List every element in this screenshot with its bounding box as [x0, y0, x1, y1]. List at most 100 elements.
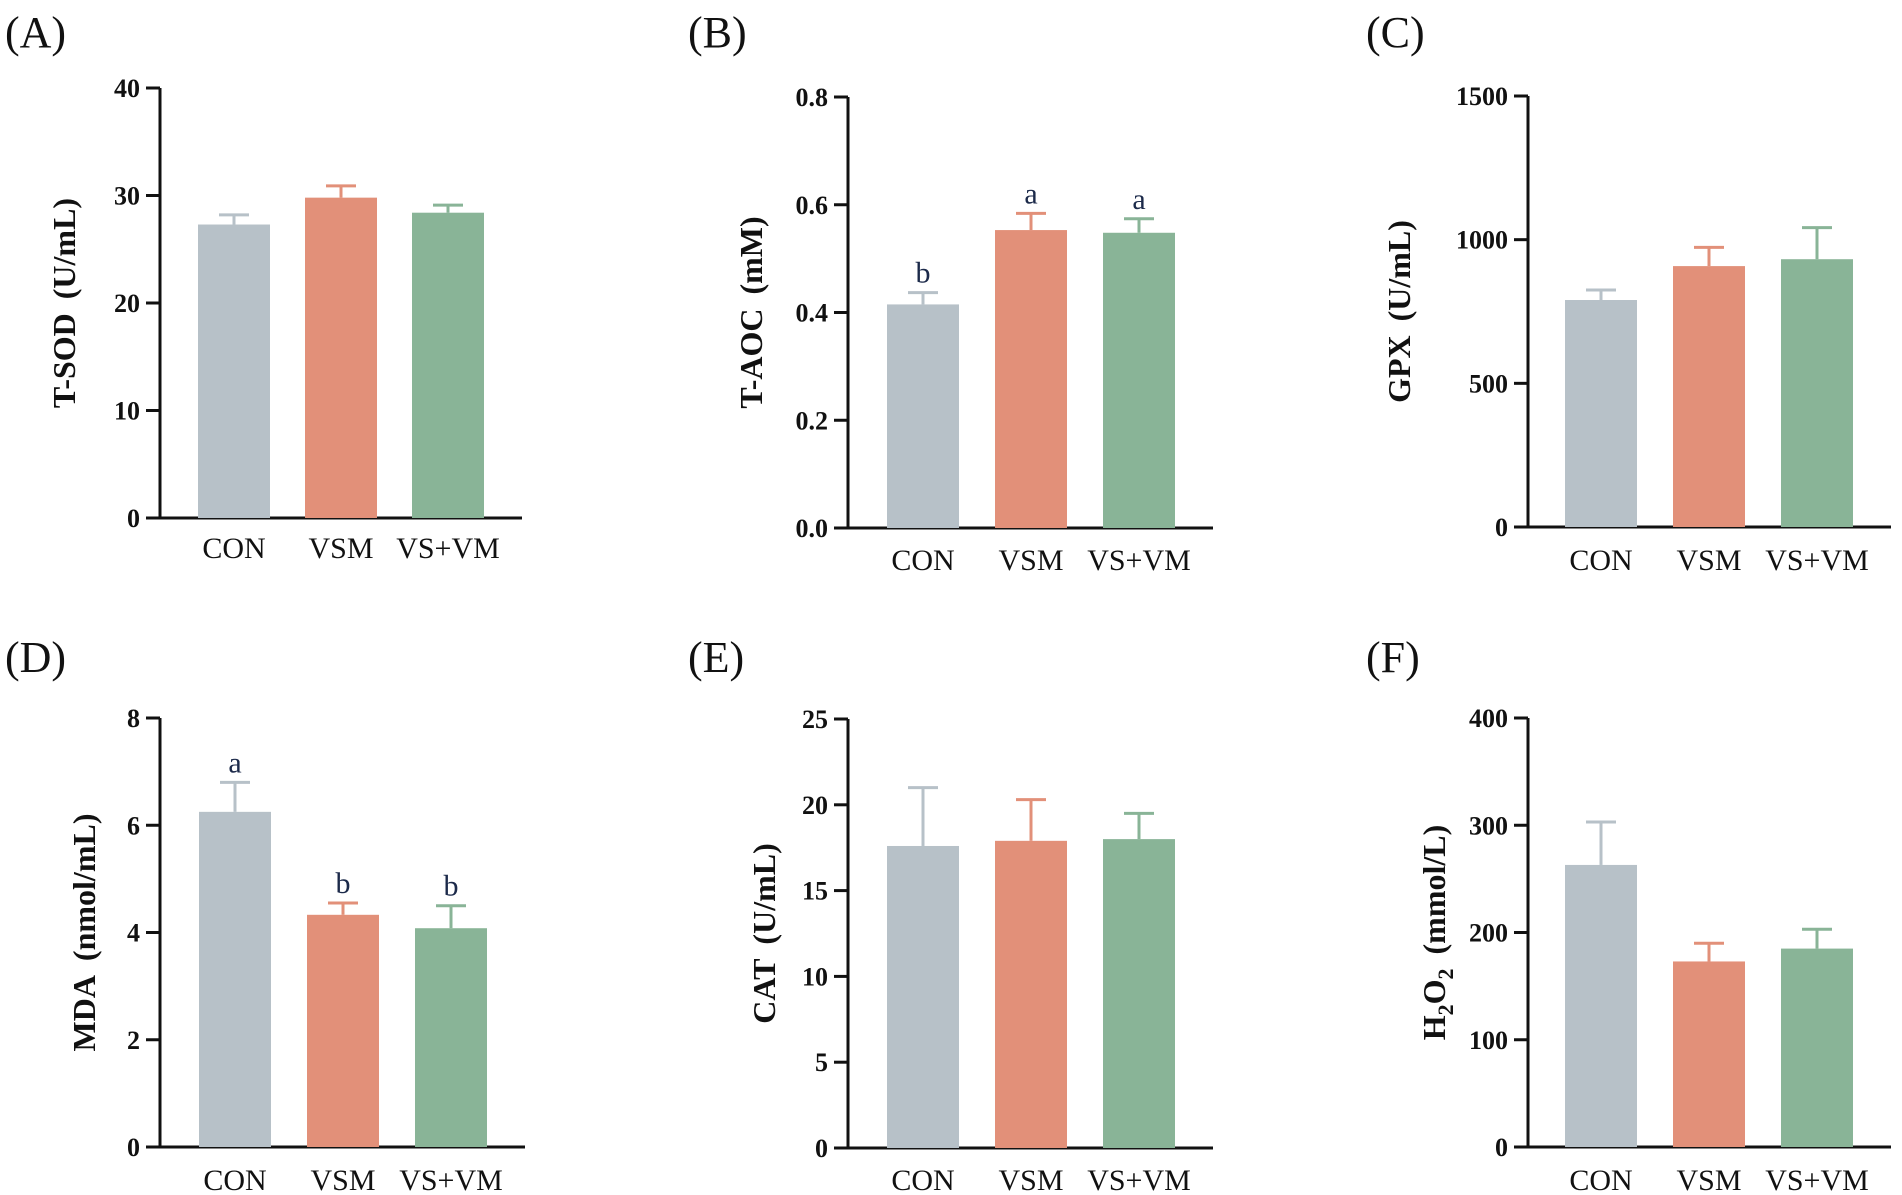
y-tick-label: 0 — [127, 504, 140, 533]
y-axis-title: MDA (nmol/mL) — [66, 814, 102, 1052]
panel-label: (F) — [1366, 633, 1420, 682]
significance-letter: a — [228, 746, 241, 779]
significance-letter: b — [916, 257, 931, 290]
bar-vs-vm — [1781, 259, 1853, 527]
category-label: VS+VM — [1087, 1164, 1191, 1195]
y-tick-label: 500 — [1469, 369, 1508, 398]
category-label: CON — [891, 544, 954, 577]
y-tick-label: 0 — [1495, 513, 1508, 542]
y-axis-title: H2O2(mmol/L) — [1416, 825, 1458, 1041]
y-title-unit: (nmol/mL) — [66, 814, 102, 962]
category-label: VSM — [998, 544, 1063, 577]
y-axis-title: T-SOD (U/mL) — [46, 198, 82, 408]
category-label: VSM — [308, 532, 373, 565]
y-tick-label: 20 — [802, 791, 828, 820]
y-tick-label: 300 — [1469, 811, 1508, 840]
bar-vs-vm — [1781, 948, 1853, 1147]
y-axis-title: CAT (U/mL) — [746, 843, 782, 1024]
category-label: VS+VM — [399, 1164, 503, 1195]
panel-label: (C) — [1366, 8, 1425, 57]
y-tick-label: 10 — [802, 962, 828, 991]
y-tick-label: 10 — [114, 397, 140, 426]
panel-label: (D) — [5, 633, 66, 682]
y-title-name: T-AOC — [733, 309, 769, 409]
y-tick-label: 6 — [127, 811, 140, 840]
y-title-subscript: 2 — [1433, 968, 1458, 979]
y-tick-label: 40 — [114, 74, 140, 103]
bar-vs-vm — [1103, 232, 1175, 528]
y-tick-label: 0 — [815, 1134, 828, 1163]
bar-vs-vm — [412, 212, 484, 518]
bar-con — [1565, 300, 1637, 527]
category-label: CON — [202, 532, 265, 565]
category-label: CON — [1569, 544, 1632, 577]
bar-vsm — [1673, 266, 1745, 527]
bar-vsm — [305, 197, 377, 518]
y-tick-label: 0.2 — [796, 406, 829, 435]
category-label: VS+VM — [1765, 1164, 1869, 1195]
y-tick-label: 0 — [1495, 1133, 1508, 1162]
chart-panel-e: (E) 0 5 10 15 20 25 CON VSM VS+VM CAT (U/mL) — [688, 633, 1213, 1195]
y-title-name: CAT — [746, 959, 782, 1024]
y-tick-label: 8 — [127, 704, 140, 733]
category-label: CON — [1569, 1164, 1632, 1195]
y-title-name: T-SOD — [46, 313, 82, 408]
y-axis-title: GPX (U/mL) — [1381, 220, 1417, 403]
y-title-name: GPX — [1381, 335, 1417, 403]
y-tick-label: 0.4 — [796, 299, 829, 328]
y-title-name: MDA — [66, 975, 102, 1051]
y-tick-label: 0.6 — [796, 191, 829, 220]
significance-letter: b — [444, 870, 459, 903]
bar-con — [887, 304, 959, 528]
panel-label: (E) — [688, 633, 744, 682]
category-label: CON — [891, 1164, 954, 1195]
category-label: VS+VM — [396, 532, 500, 565]
y-axis-title: T-AOC (mM) — [733, 216, 769, 408]
y-tick-label: 0.0 — [796, 514, 829, 543]
y-tick-label: 1000 — [1456, 226, 1508, 255]
y-tick-label: 15 — [802, 877, 828, 906]
category-label: VS+VM — [1087, 544, 1191, 577]
bar-vsm — [307, 914, 379, 1147]
y-tick-label: 2 — [127, 1026, 140, 1055]
significance-letter: b — [336, 867, 351, 900]
y-tick-label: 4 — [127, 919, 140, 948]
y-title-unit: (mmol/L) — [1416, 825, 1452, 955]
panel-label: (B) — [688, 8, 747, 57]
y-tick-label: 400 — [1469, 704, 1508, 733]
y-title-unit: (U/mL) — [1381, 220, 1417, 321]
chart-panel-b: (B) 0.0 0.2 0.4 0.6 0.8 b CON a VSM a VS+VM T-AOC (mM… — [688, 8, 1213, 577]
y-tick-label: 200 — [1469, 919, 1508, 948]
significance-letter: a — [1132, 183, 1145, 216]
y-tick-label: 0 — [127, 1133, 140, 1162]
bar-vsm — [995, 230, 1067, 529]
bar-con — [1565, 864, 1637, 1147]
bar-vsm — [1673, 961, 1745, 1147]
y-title-unit: (U/mL) — [746, 843, 782, 944]
category-label: VS+VM — [1765, 544, 1869, 577]
bar-con — [199, 811, 271, 1147]
category-label: VSM — [1676, 544, 1741, 577]
bar-con — [198, 224, 270, 518]
y-tick-label: 100 — [1469, 1026, 1508, 1055]
chart-panel-a: (A) 0 10 20 30 40 CON VSM VS+VM T-SOD (U/mL) — [5, 8, 522, 565]
chart-panel-c: (C) 0 500 1000 1500 CON VSM VS+VM GPX (U/mL) — [1366, 8, 1891, 577]
category-label: VSM — [998, 1164, 1063, 1195]
y-tick-label: 30 — [114, 182, 140, 211]
y-title-unit: (mM) — [733, 216, 769, 294]
bar-vs-vm — [1103, 839, 1175, 1148]
category-label: VSM — [1676, 1164, 1741, 1195]
y-tick-label: 25 — [802, 705, 828, 734]
y-tick-label: 0.8 — [796, 83, 829, 112]
bar-con — [887, 845, 959, 1148]
y-title-part: O — [1416, 979, 1452, 1004]
panel-label: (A) — [5, 8, 66, 57]
bar-vsm — [995, 840, 1067, 1148]
y-tick-label: 1500 — [1456, 82, 1508, 111]
significance-letter: a — [1024, 177, 1037, 210]
y-title-part: H — [1416, 1015, 1452, 1040]
y-title-unit: (U/mL) — [46, 198, 82, 299]
y-tick-label: 5 — [815, 1048, 828, 1077]
category-label: VSM — [310, 1164, 375, 1195]
